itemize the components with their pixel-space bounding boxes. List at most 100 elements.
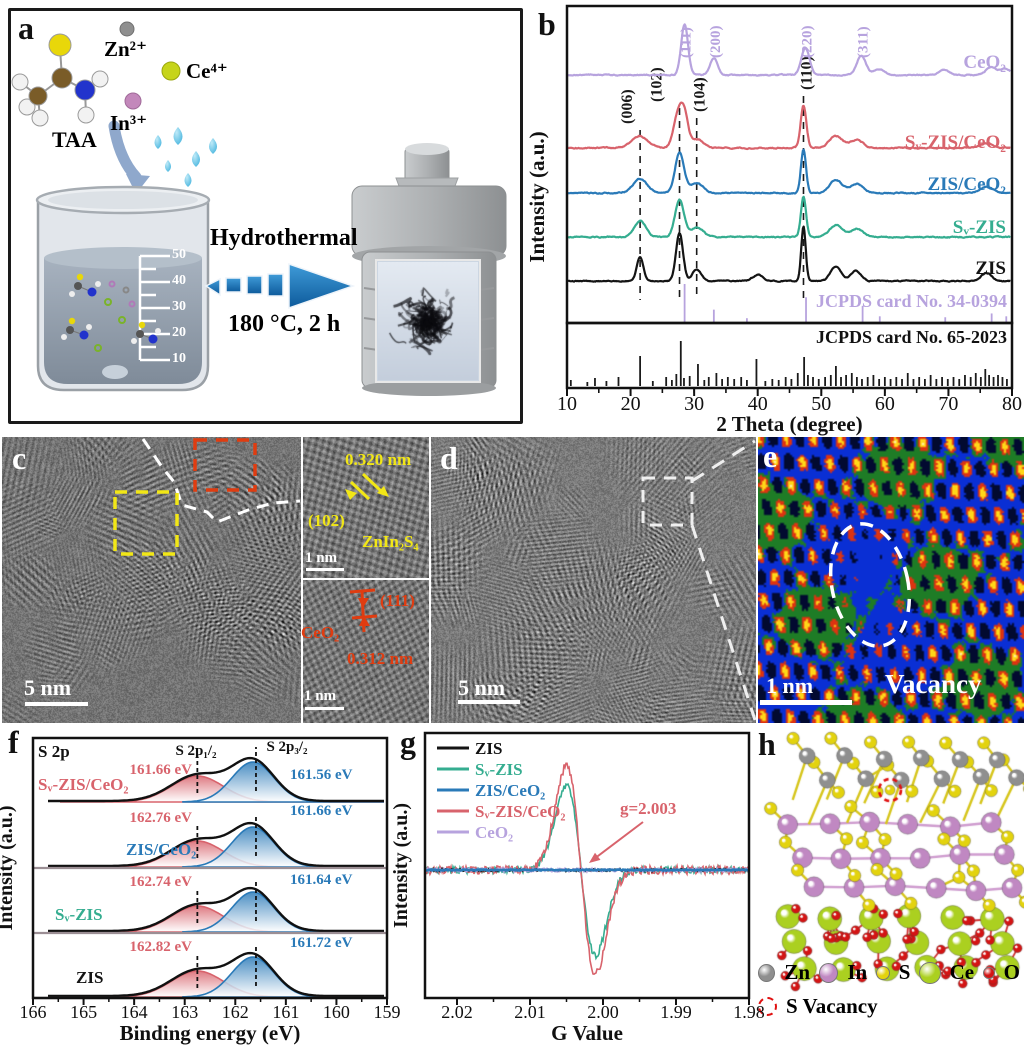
svg-text:2.01: 2.01	[514, 1002, 546, 1022]
svg-text:CeO₂: CeO₂	[963, 52, 1006, 73]
inset-c1-scale-text: 1 nm	[305, 550, 338, 566]
svg-text:ZIS: ZIS	[475, 739, 502, 758]
svg-text:2.00: 2.00	[587, 1002, 619, 1022]
svg-text:G Value: G Value	[551, 1021, 623, 1045]
inset-c2-plane: (111)	[380, 591, 415, 610]
vacancy-ellipse	[828, 522, 912, 648]
panel-d-overlay	[641, 439, 757, 721]
svg-text:Sᵥ-ZIS/CeO₂: Sᵥ-ZIS/CeO₂	[905, 132, 1006, 153]
beaker-scale-40: 40	[172, 273, 186, 288]
zn-legend-label: Zn	[784, 960, 811, 984]
svg-text:ZIS/CeO₂: ZIS/CeO₂	[126, 840, 196, 859]
hrtem-inset-zis	[303, 437, 429, 578]
solution-molecules	[61, 273, 161, 352]
svg-text:JCPDS card No. 65-2023: JCPDS card No. 65-2023	[816, 327, 1007, 347]
svg-text:(006): (006)	[619, 89, 636, 124]
svg-text:161: 161	[272, 1002, 299, 1022]
panel-d-label: d	[440, 440, 458, 476]
vacancy-annotation: Vacancy	[885, 669, 982, 699]
conditions-label: 180 °C, 2 h	[228, 311, 341, 337]
inset-c2-marks	[305, 588, 378, 710]
panel-b-label: b	[538, 6, 556, 42]
filtered-lattice-image	[758, 437, 1024, 723]
xrd-chart: (006)(102) (104)(110)(111) (200) (220) (311)…	[525, 4, 1022, 436]
svg-text:Intensity (a.u.): Intensity (a.u.)	[0, 805, 17, 930]
ce-ion-label: Ce⁴⁺	[186, 59, 228, 83]
in-legend-icon	[819, 962, 839, 983]
svg-text:Sᵥ-ZIS/CeO₂: Sᵥ-ZIS/CeO₂	[475, 802, 565, 821]
svg-text:161.64 eV: 161.64 eV	[290, 872, 353, 888]
svg-text:Intensity (a.u.): Intensity (a.u.)	[390, 803, 412, 928]
svg-text:Binding energy (eV): Binding energy (eV)	[120, 1021, 301, 1045]
scalebar-e-text: 1 nm	[766, 673, 814, 698]
svg-text:Sᵥ-ZIS: Sᵥ-ZIS	[953, 217, 1006, 238]
s-legend-label: S	[898, 960, 911, 984]
panel-h-label: h	[758, 726, 776, 762]
svg-text:30: 30	[684, 393, 704, 415]
panel-g-label: g	[400, 724, 416, 760]
hrtem-image-c	[2, 437, 301, 723]
svg-text:ZIS: ZIS	[975, 258, 1006, 279]
panel-f-label: f	[8, 724, 19, 760]
inset-c1-marks	[306, 472, 389, 571]
beaker-scale-50: 50	[172, 247, 186, 262]
svg-text:1.98: 1.98	[733, 1002, 765, 1022]
svg-text:ZIS/CeO₂: ZIS/CeO₂	[927, 174, 1006, 195]
process-label: Hydrothermal	[210, 225, 358, 251]
panel-c-label: c	[12, 440, 27, 476]
beaker-scale-10: 10	[172, 351, 186, 366]
in-ion	[124, 92, 142, 110]
atom-legend: Zn In S Ce O S Vacancy	[758, 960, 1020, 1019]
svg-text:ZIS: ZIS	[76, 968, 103, 987]
scalebar-c	[25, 702, 88, 706]
tem-product-inset	[378, 262, 478, 380]
svg-text:10: 10	[557, 393, 577, 415]
svg-text:Sᵥ-ZIS: Sᵥ-ZIS	[55, 905, 103, 924]
svg-text:(200): (200)	[708, 26, 724, 59]
zis-region-box	[113, 490, 179, 556]
inset-c1-material: ZnIn₂S₄	[362, 532, 419, 551]
ce-legend-icon	[919, 961, 941, 984]
svg-text:70: 70	[938, 393, 958, 415]
zn-ion-label: Zn²⁺	[104, 37, 148, 61]
ceo2-region-box	[193, 438, 257, 492]
svg-text:166: 166	[20, 1002, 47, 1022]
inset-c1-spacing: 0.320 nm	[345, 450, 412, 469]
svg-text:ZIS/CeO₂: ZIS/CeO₂	[475, 781, 545, 800]
atomic-model	[750, 726, 1024, 1048]
svg-text:162.76 eV: 162.76 eV	[130, 810, 193, 826]
svg-text:2.02: 2.02	[441, 1002, 473, 1022]
inset-c2-material: CeO₂	[301, 623, 340, 642]
o-legend-label: O	[1003, 960, 1020, 984]
zn-ion	[119, 21, 135, 37]
s-vacancy-legend-label: S Vacancy	[786, 994, 878, 1018]
beaker-scale-20: 20	[172, 325, 186, 340]
pour-arrow	[108, 120, 142, 183]
ce-ion	[161, 61, 181, 81]
svg-text:161.66 eV: 161.66 eV	[290, 803, 353, 819]
svg-text:S 2p: S 2p	[38, 742, 70, 761]
s-vacancy-legend-icon	[758, 997, 777, 1016]
svg-text:160: 160	[323, 1002, 350, 1022]
scalebar-c-text: 5 nm	[24, 675, 72, 700]
svg-text:(311): (311)	[855, 26, 871, 58]
in-legend-label: In	[847, 960, 868, 984]
process-arrow	[204, 262, 356, 310]
svg-text:(104): (104)	[692, 77, 709, 112]
svg-text:40: 40	[748, 393, 768, 415]
epr-chart: ZIS Sᵥ-ZIS ZIS/CeO₂ Sᵥ-ZIS/CeO₂ CeO₂ g=2.003 2…	[390, 731, 765, 1045]
taa-label: TAA	[52, 127, 97, 152]
panel-a-label: a	[18, 10, 34, 46]
svg-text:60: 60	[875, 393, 895, 415]
scalebar-e	[760, 700, 852, 705]
svg-text:Sᵥ-ZIS: Sᵥ-ZIS	[475, 760, 523, 779]
svg-text:161.72 eV: 161.72 eV	[290, 935, 353, 951]
svg-text:S 2p₃/₂: S 2p₃/₂	[266, 739, 308, 755]
atom-legend-row: Zn In S Ce O	[758, 960, 1020, 985]
svg-text:JCPDS card No. 34-0394: JCPDS card No. 34-0394	[816, 291, 1007, 311]
o-legend-icon	[983, 966, 995, 979]
svg-text:Sᵥ-ZIS/CeO₂: Sᵥ-ZIS/CeO₂	[38, 775, 128, 794]
scalebar-d	[458, 700, 520, 704]
beaker	[35, 185, 211, 392]
